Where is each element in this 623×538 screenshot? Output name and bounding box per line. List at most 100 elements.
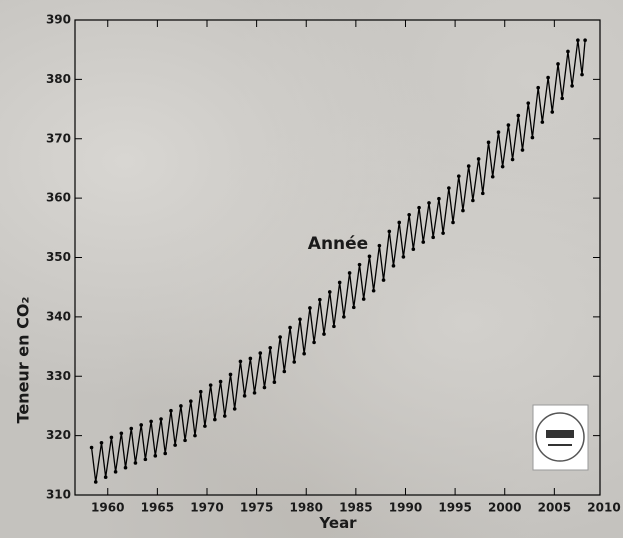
data-point	[114, 470, 118, 474]
data-point	[412, 247, 416, 251]
data-point	[397, 221, 401, 225]
y-tick-label: 390	[46, 13, 71, 27]
data-point	[477, 157, 481, 161]
data-point	[517, 114, 521, 118]
data-point	[348, 271, 352, 275]
data-point	[481, 192, 485, 196]
data-point	[278, 335, 282, 339]
series-line	[92, 40, 586, 482]
data-point	[263, 386, 267, 390]
y-axis-label: Teneur en CO₂	[14, 297, 33, 424]
data-point	[451, 221, 455, 225]
data-point	[124, 466, 128, 470]
data-point	[283, 370, 287, 374]
data-point	[467, 164, 471, 168]
data-point	[342, 315, 346, 319]
data-point	[461, 209, 465, 213]
data-point	[417, 206, 421, 210]
data-point	[487, 141, 491, 145]
data-point	[183, 439, 187, 443]
logo	[533, 405, 588, 470]
plot-frame	[75, 20, 600, 495]
x-tick-label: 1975	[240, 501, 273, 515]
data-point	[233, 407, 237, 411]
data-point	[382, 278, 386, 282]
x-tick-label: 1980	[290, 501, 323, 515]
data-point	[546, 76, 550, 80]
data-point	[497, 130, 501, 134]
data-point	[421, 240, 425, 244]
y-tick-label: 340	[46, 309, 71, 323]
data-point	[328, 290, 332, 294]
data-point	[318, 298, 322, 302]
x-tick-label: 1965	[141, 501, 174, 515]
data-point	[268, 346, 272, 350]
data-point	[402, 255, 406, 259]
y-tick-label: 360	[46, 191, 71, 205]
data-point	[322, 332, 326, 336]
data-point	[576, 38, 580, 42]
data-point	[209, 383, 213, 387]
data-point	[583, 38, 587, 42]
data-point	[120, 431, 124, 435]
data-point	[292, 360, 296, 364]
data-point	[338, 281, 342, 285]
y-tick-label: 310	[46, 488, 71, 502]
data-point	[332, 325, 336, 329]
data-point	[352, 306, 356, 310]
data-point	[457, 174, 461, 178]
data-point	[189, 399, 193, 403]
data-point	[94, 480, 98, 484]
data-point	[372, 289, 376, 293]
page: Année Year Teneur en CO₂ 310320330340350…	[0, 0, 623, 538]
x-tick-label: 1970	[190, 501, 223, 515]
x-tick-label: 2005	[538, 501, 571, 515]
data-point	[427, 201, 431, 205]
data-point	[110, 436, 114, 440]
data-point	[249, 357, 253, 361]
data-point	[556, 62, 560, 66]
x-axis-label: Year	[318, 514, 357, 532]
data-point	[541, 120, 545, 124]
data-point	[229, 373, 233, 377]
y-tick-label: 380	[46, 72, 71, 86]
annotation: Année	[308, 234, 368, 254]
x-tick-label: 1990	[389, 501, 422, 515]
data-point	[507, 123, 511, 127]
data-point	[308, 306, 312, 310]
y-tick-label: 370	[46, 131, 71, 145]
data-point	[368, 255, 372, 259]
data-point	[288, 326, 292, 330]
data-point	[193, 434, 197, 438]
data-point	[531, 136, 535, 140]
data-point	[471, 199, 475, 203]
data-point	[159, 417, 163, 421]
x-tick-label: 1995	[438, 501, 471, 515]
x-tick-label: 2010	[587, 501, 620, 515]
data-point	[144, 458, 148, 462]
data-point	[362, 297, 366, 301]
data-point	[526, 101, 530, 105]
data-point	[521, 148, 525, 152]
data-point	[273, 380, 277, 384]
data-point	[129, 427, 133, 431]
data-point	[441, 231, 445, 235]
data-point	[169, 409, 173, 413]
data-point	[392, 264, 396, 268]
data-point	[378, 244, 382, 248]
x-tick-label: 1960	[91, 501, 124, 515]
data-point	[90, 446, 94, 450]
data-point	[302, 352, 306, 356]
data-point	[104, 475, 108, 479]
x-tick-label: 1985	[339, 501, 372, 515]
data-point	[203, 424, 207, 428]
data-point	[312, 341, 316, 345]
y-tick-label: 320	[46, 428, 71, 442]
data-point	[173, 443, 177, 447]
data-point	[511, 158, 515, 162]
data-point	[243, 394, 247, 398]
data-point	[358, 263, 362, 267]
y-tick-label: 350	[46, 250, 71, 264]
data-point	[239, 360, 243, 364]
chart: Année Year Teneur en CO₂ 310320330340350…	[0, 0, 623, 538]
